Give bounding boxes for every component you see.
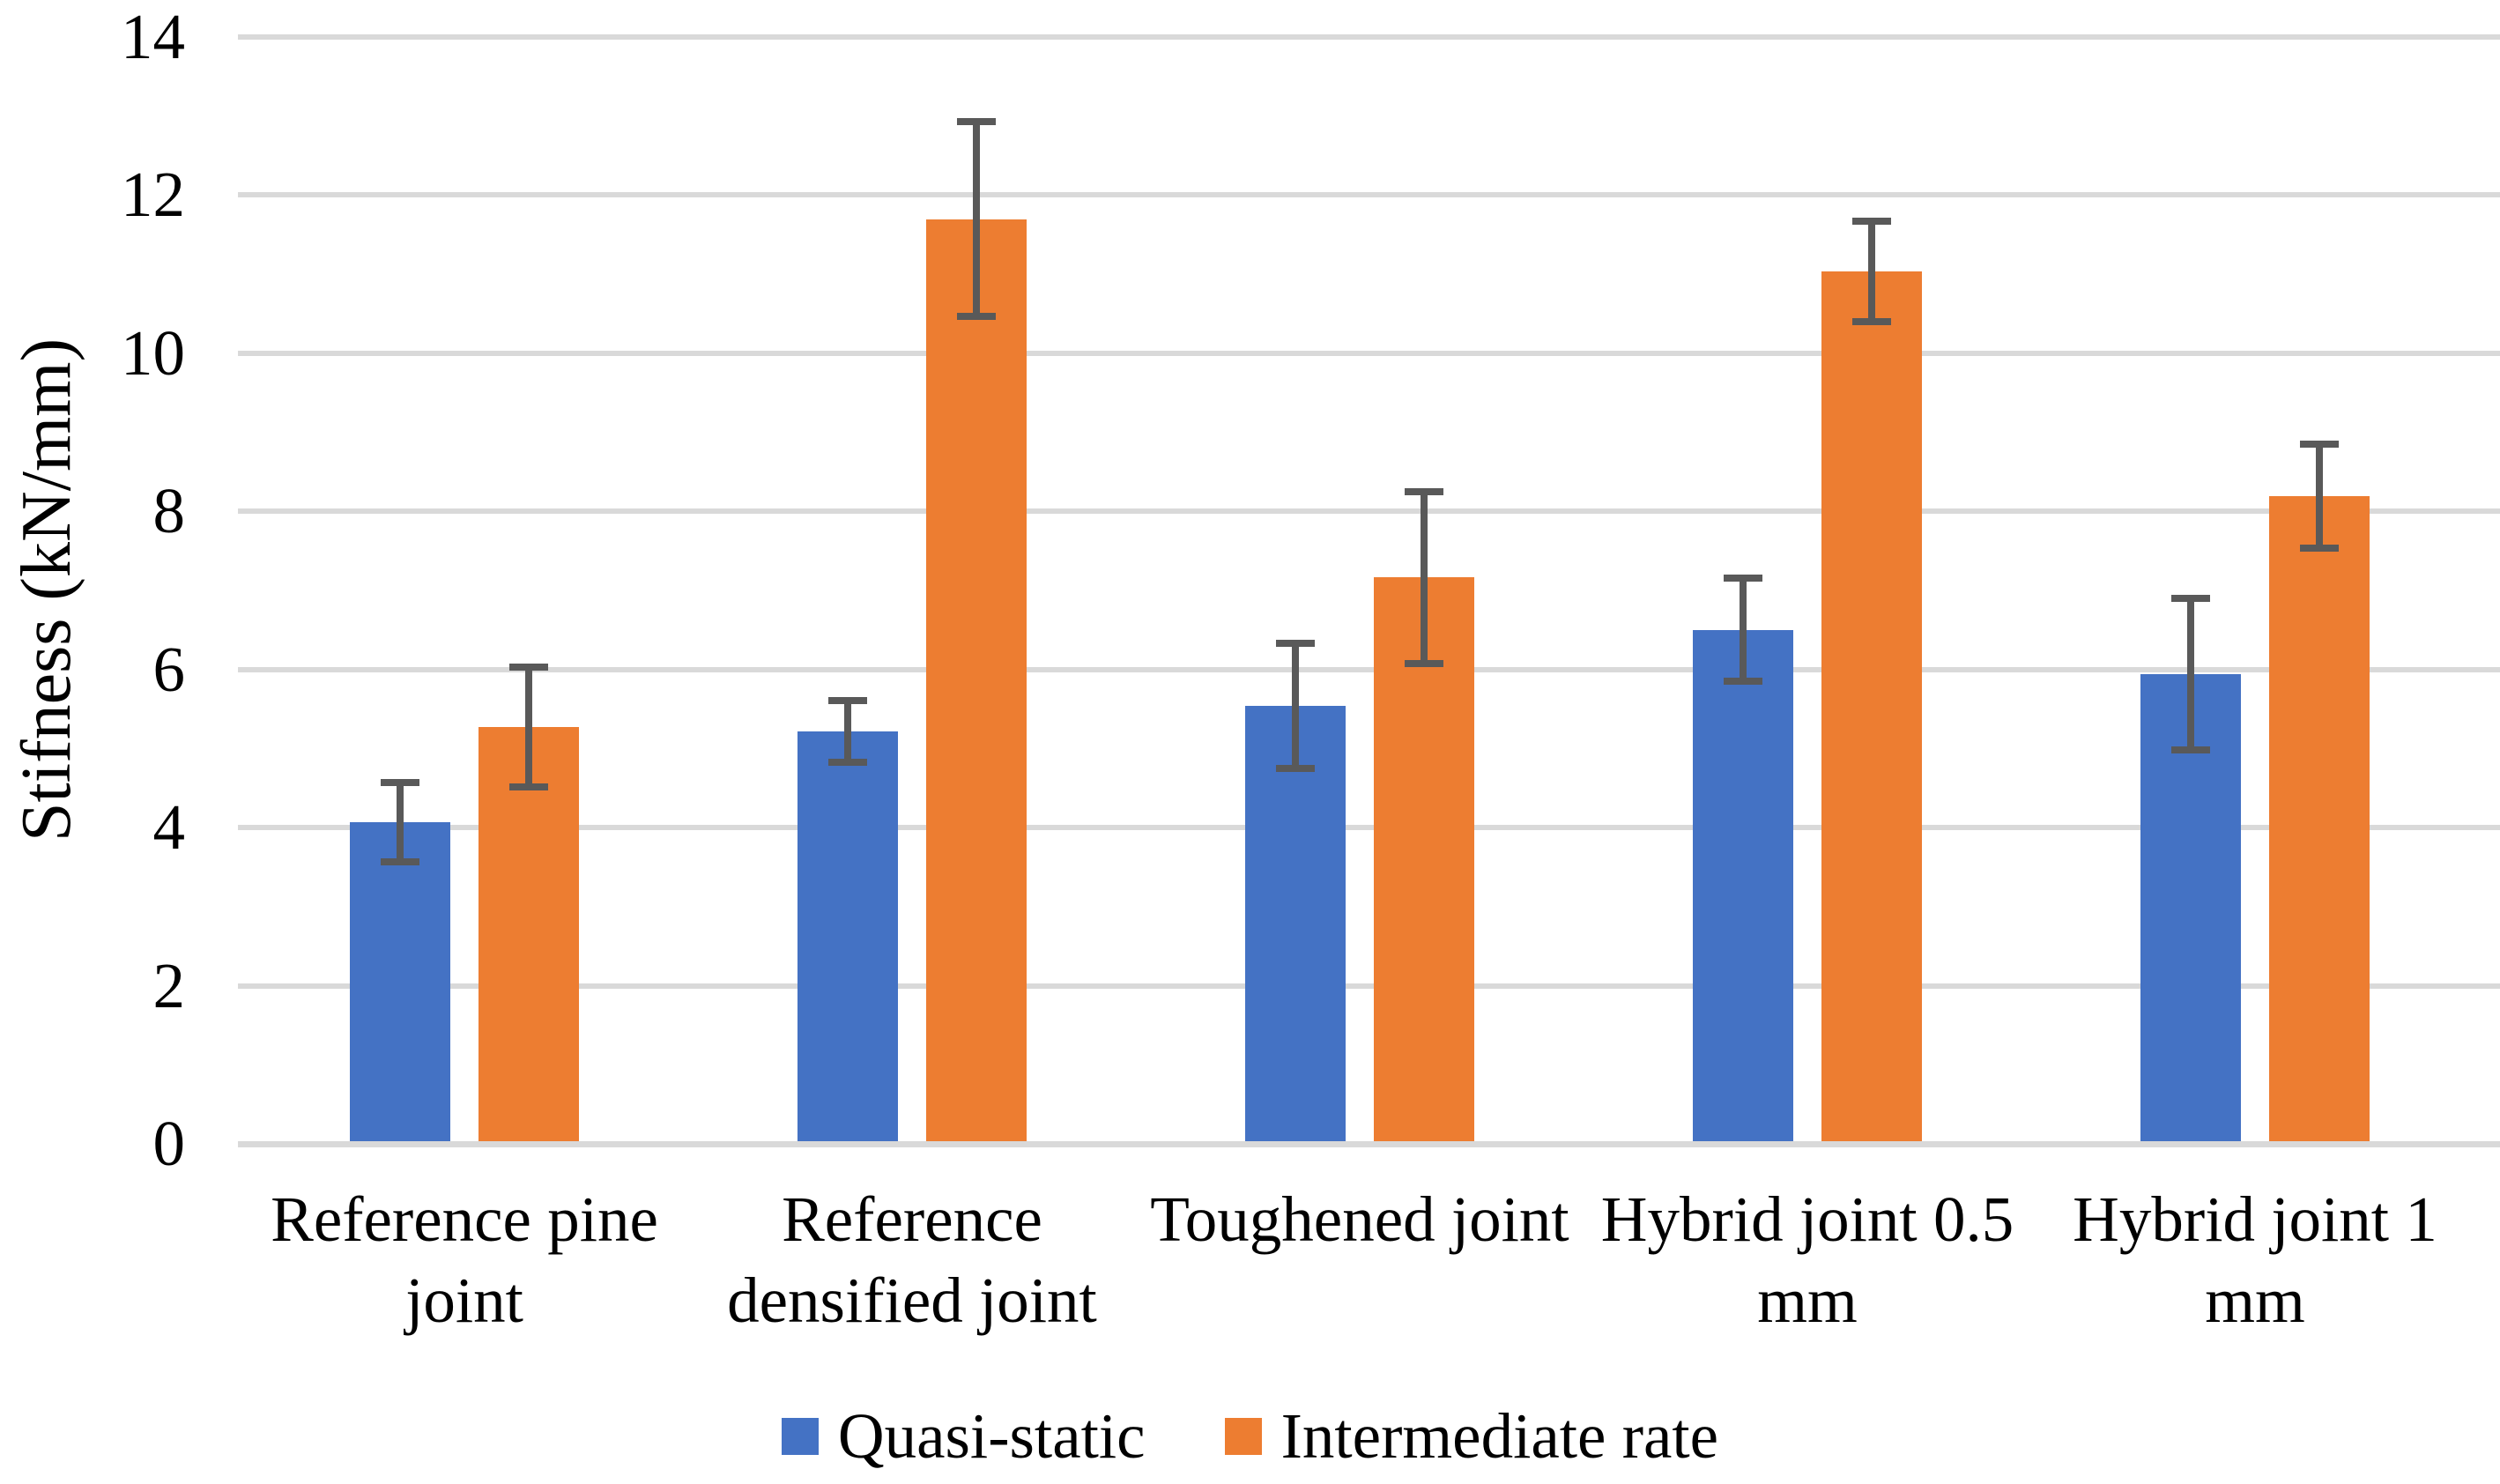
error-bar-line	[973, 122, 980, 316]
y-tick-label: 4	[152, 791, 186, 863]
error-bar-top-cap	[2171, 595, 2210, 602]
legend-item-intermediate-rate: Intermediate rate	[1224, 1397, 1719, 1476]
gridline	[238, 825, 2500, 830]
error-bar-top-cap	[1724, 575, 1762, 582]
legend-label-quasi-static: Quasi-static	[837, 1400, 1146, 1472]
error-bar-bottom-cap	[1276, 765, 1315, 772]
error-bar-line	[2316, 444, 2323, 548]
x-category-label: Reference densified joint	[727, 1183, 1097, 1336]
error-bar-line	[844, 701, 851, 762]
error-bar-line	[1740, 578, 1747, 681]
error-bar-top-cap	[2300, 441, 2339, 448]
bar-intermediate-rate	[1374, 577, 1474, 1144]
error-bar-line	[1292, 643, 1299, 768]
error-bar-top-cap	[1405, 488, 1443, 495]
error-bar-line	[525, 667, 532, 787]
error-bar-top-cap	[957, 118, 996, 125]
error-bar-top-cap	[828, 697, 867, 704]
error-bar-bottom-cap	[957, 313, 996, 320]
legend-swatch-quasi-static	[781, 1418, 819, 1455]
gridline	[238, 667, 2500, 672]
bar-quasi-static	[797, 731, 898, 1144]
x-category-label: Reference pine joint	[271, 1183, 658, 1336]
error-bar-line	[2187, 598, 2194, 750]
error-bar-bottom-cap	[828, 759, 867, 766]
y-tick-label: 12	[121, 159, 185, 230]
bar-intermediate-rate	[926, 219, 1027, 1144]
bar-quasi-static	[1245, 706, 1346, 1144]
x-category-label: Hybrid joint 0.5 mm	[1600, 1183, 2014, 1336]
error-bar-bottom-cap	[2300, 545, 2339, 552]
y-tick-label: 0	[152, 1108, 186, 1179]
y-axis-title: Stifness (kN/mm)	[8, 338, 85, 842]
x-axis-line	[238, 1141, 2500, 1147]
legend-item-quasi-static: Quasi-static	[781, 1397, 1146, 1476]
error-bar-bottom-cap	[2171, 746, 2210, 753]
legend-swatch-intermediate-rate	[1224, 1418, 1262, 1455]
y-tick-label: 14	[121, 1, 185, 72]
gridline	[238, 983, 2500, 989]
error-bar-bottom-cap	[1852, 318, 1891, 325]
gridline	[238, 34, 2500, 40]
bar-intermediate-rate	[478, 727, 579, 1144]
error-bar-bottom-cap	[509, 783, 548, 790]
error-bar-line	[1868, 221, 1875, 323]
gridline	[238, 351, 2500, 356]
x-category-label: Toughened joint	[1150, 1183, 1569, 1255]
bar-intermediate-rate	[1821, 271, 1922, 1144]
error-bar-line	[397, 783, 404, 862]
legend: Quasi-static Intermediate rate	[0, 1392, 2500, 1480]
gridline	[238, 192, 2500, 197]
error-bar-bottom-cap	[1405, 660, 1443, 667]
legend-label-intermediate-rate: Intermediate rate	[1280, 1400, 1719, 1472]
bar-quasi-static	[1693, 630, 1793, 1144]
y-tick-label: 8	[152, 475, 186, 546]
bar-quasi-static	[350, 822, 450, 1144]
error-bar-top-cap	[381, 779, 419, 786]
error-bar-line	[1421, 492, 1428, 664]
error-bar-bottom-cap	[1724, 678, 1762, 685]
x-category-label: Hybrid joint 1 mm	[2073, 1183, 2437, 1336]
gridline	[238, 508, 2500, 514]
y-tick-label: 2	[152, 950, 186, 1021]
bar-intermediate-rate	[2269, 496, 2370, 1144]
error-bar-top-cap	[1852, 218, 1891, 225]
error-bar-bottom-cap	[381, 858, 419, 865]
error-bar-top-cap	[1276, 640, 1315, 647]
error-bar-top-cap	[509, 664, 548, 671]
y-tick-label: 6	[152, 634, 186, 705]
y-tick-label: 10	[121, 317, 185, 389]
